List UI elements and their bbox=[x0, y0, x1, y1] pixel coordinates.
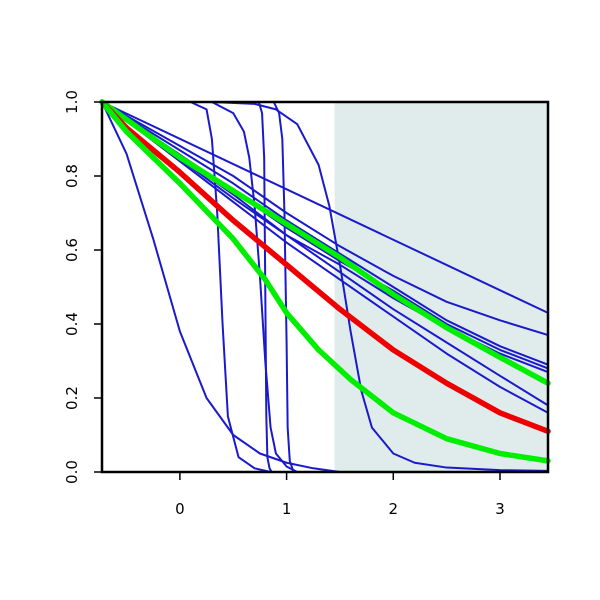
series-line-15 bbox=[99, 99, 551, 435]
series-line-9 bbox=[101, 101, 549, 366]
y-tick-label: 0.2 bbox=[63, 386, 81, 410]
axis-layer: 0 1 2 3 0.0 0.2 0.4 0.6 0.8 1.0 bbox=[63, 90, 550, 518]
x-tick-label: 0 bbox=[175, 500, 185, 518]
y-tick-label: 0.0 bbox=[63, 460, 81, 484]
x-tick-label: 2 bbox=[389, 500, 399, 518]
series-line-7 bbox=[101, 101, 549, 314]
y-tick-label: 0.6 bbox=[63, 238, 81, 262]
shaded-region bbox=[334, 102, 548, 472]
series-line-5 bbox=[101, 101, 299, 473]
series-line-2 bbox=[101, 101, 272, 473]
y-tick-label: 0.8 bbox=[63, 164, 81, 188]
series-line-6 bbox=[101, 101, 549, 472]
series-line-12 bbox=[101, 101, 549, 407]
x-tick-label: 3 bbox=[495, 500, 505, 518]
x-tick-label: 1 bbox=[282, 500, 292, 518]
series-line-14 bbox=[99, 99, 551, 386]
series-line-1 bbox=[101, 101, 341, 473]
y-tick-label: 0.4 bbox=[63, 312, 81, 336]
series-layer bbox=[99, 99, 551, 473]
series-line-16 bbox=[99, 99, 551, 464]
shaded-region-layer bbox=[334, 102, 548, 472]
series-line-8 bbox=[101, 101, 549, 337]
plot-frame bbox=[100, 100, 550, 474]
y-tick-label: 1.0 bbox=[63, 90, 81, 114]
series-line-13 bbox=[101, 101, 549, 414]
